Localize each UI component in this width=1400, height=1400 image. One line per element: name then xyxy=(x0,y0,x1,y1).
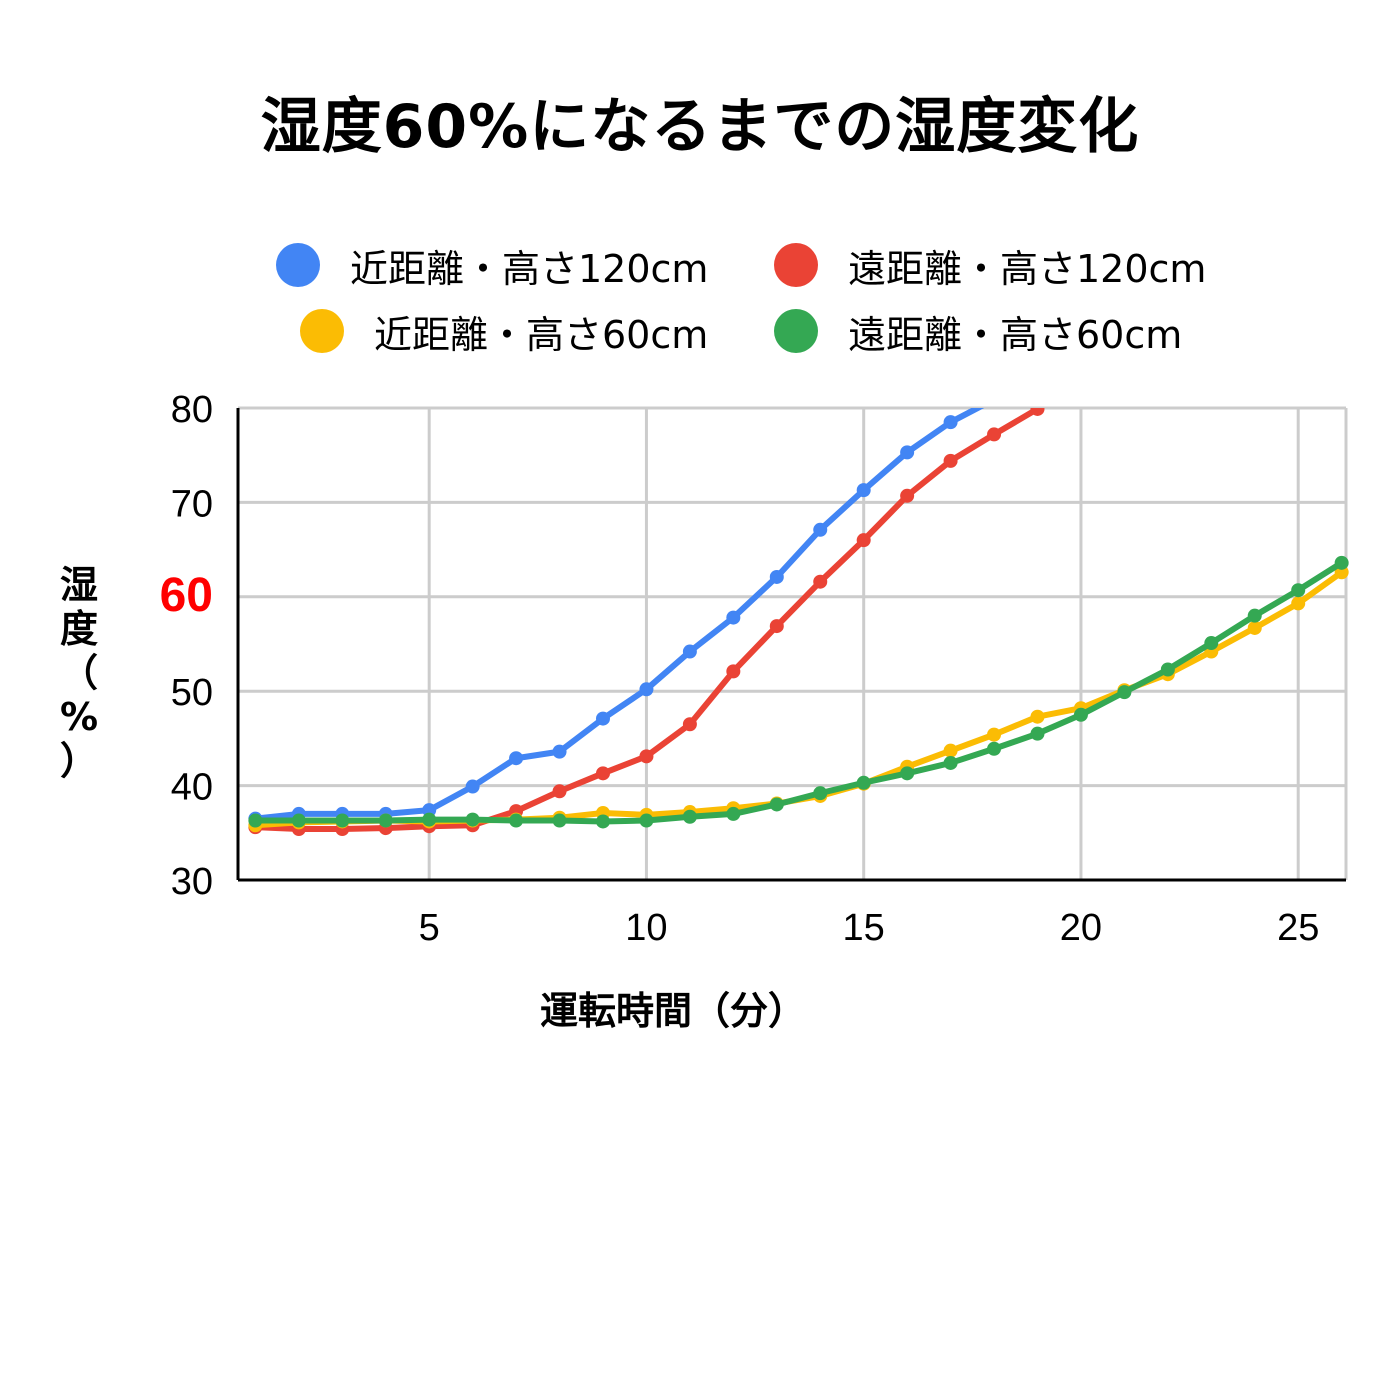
legend-dot-icon xyxy=(774,243,818,287)
data-point xyxy=(1073,707,1088,722)
y-axis-label-char: 度 xyxy=(59,607,98,651)
data-point xyxy=(1030,408,1045,416)
data-point xyxy=(856,483,871,498)
data-point xyxy=(900,445,915,460)
data-point xyxy=(726,610,741,625)
y-tick-label: 80 xyxy=(171,389,213,431)
data-point xyxy=(291,813,306,828)
data-point xyxy=(682,644,697,659)
x-tick-label: 5 xyxy=(419,907,440,949)
data-point xyxy=(335,813,350,828)
data-point xyxy=(595,814,610,829)
y-axis-label-char: 湿 xyxy=(59,563,98,607)
data-point xyxy=(987,741,1002,756)
legend-label: 遠距離・高さ120cm xyxy=(848,246,1207,291)
data-point xyxy=(1204,636,1219,651)
x-tick-label: 15 xyxy=(843,907,885,949)
chart-title: 湿度60%になるまでの湿度変化 xyxy=(260,92,1140,162)
series-line xyxy=(255,560,1344,825)
legend-label: 遠距離・高さ60cm xyxy=(848,312,1183,357)
data-point xyxy=(856,775,871,790)
legend-item-near-60: 近距離・高さ60cm xyxy=(300,306,709,357)
data-point xyxy=(639,813,654,828)
y-tick-label: 40 xyxy=(171,767,213,809)
data-point xyxy=(987,727,1002,742)
data-point xyxy=(248,813,263,828)
data-point xyxy=(813,574,828,589)
data-point xyxy=(422,812,437,827)
y-tick-label: 70 xyxy=(171,483,213,525)
x-tick-label: 10 xyxy=(625,907,667,949)
data-point xyxy=(595,711,610,726)
data-point xyxy=(1334,555,1349,570)
data-point xyxy=(1247,620,1262,635)
data-point xyxy=(900,766,915,781)
data-point xyxy=(1160,662,1175,677)
y-axis-label-char: % xyxy=(59,695,99,739)
data-point xyxy=(856,533,871,548)
data-point xyxy=(943,743,958,758)
data-point xyxy=(682,809,697,824)
legend-item-far-60: 遠距離・高さ60cm xyxy=(774,306,1183,357)
data-point xyxy=(639,682,654,697)
y-axis-label: 湿 度 （ % ） xyxy=(54,563,104,783)
y-tick-label: 50 xyxy=(171,672,213,714)
series-line xyxy=(255,569,1344,829)
data-point xyxy=(943,453,958,468)
data-point xyxy=(682,717,697,732)
legend-dot-icon xyxy=(774,309,818,353)
data-point xyxy=(552,784,567,799)
data-point xyxy=(769,619,784,634)
data-point xyxy=(1030,726,1045,741)
legend-item-near-120: 近距離・高さ120cm xyxy=(276,240,709,291)
y-axis-label-char: ） xyxy=(59,739,98,783)
x-axis-label: 運転時間（分） xyxy=(540,989,807,1033)
y-tick-label: 60 xyxy=(160,569,213,622)
data-point xyxy=(726,806,741,821)
data-point xyxy=(943,415,958,430)
legend-item-far-120: 遠距離・高さ120cm xyxy=(774,240,1207,291)
x-tick-label: 20 xyxy=(1060,907,1102,949)
legend-dot-icon xyxy=(300,309,344,353)
data-point xyxy=(378,813,393,828)
data-point xyxy=(900,488,915,503)
data-point xyxy=(1291,596,1306,611)
data-point xyxy=(1030,709,1045,724)
data-point xyxy=(595,766,610,781)
data-point xyxy=(987,393,1001,407)
data-point xyxy=(769,569,784,584)
data-point xyxy=(769,797,784,812)
legend-dot-icon xyxy=(276,243,320,287)
data-point xyxy=(465,779,480,794)
data-point xyxy=(552,813,567,828)
data-point xyxy=(1117,685,1132,700)
y-axis-label-char: （ xyxy=(59,651,98,695)
series-line xyxy=(255,408,985,822)
y-tick-label: 30 xyxy=(171,861,213,903)
data-point xyxy=(726,664,741,679)
data-point xyxy=(1247,608,1262,623)
data-point xyxy=(943,755,958,770)
data-point xyxy=(465,812,480,827)
data-point xyxy=(1291,583,1306,598)
x-tick-label: 25 xyxy=(1277,907,1319,949)
data-point xyxy=(813,522,828,537)
legend-label: 近距離・高さ120cm xyxy=(350,246,709,291)
data-point xyxy=(639,749,654,764)
data-point xyxy=(509,751,524,766)
data-point xyxy=(509,813,524,828)
legend-label: 近距離・高さ60cm xyxy=(374,312,709,357)
data-point xyxy=(813,786,828,801)
data-point xyxy=(552,744,567,759)
series-group xyxy=(248,393,1349,837)
data-point xyxy=(987,427,1002,442)
